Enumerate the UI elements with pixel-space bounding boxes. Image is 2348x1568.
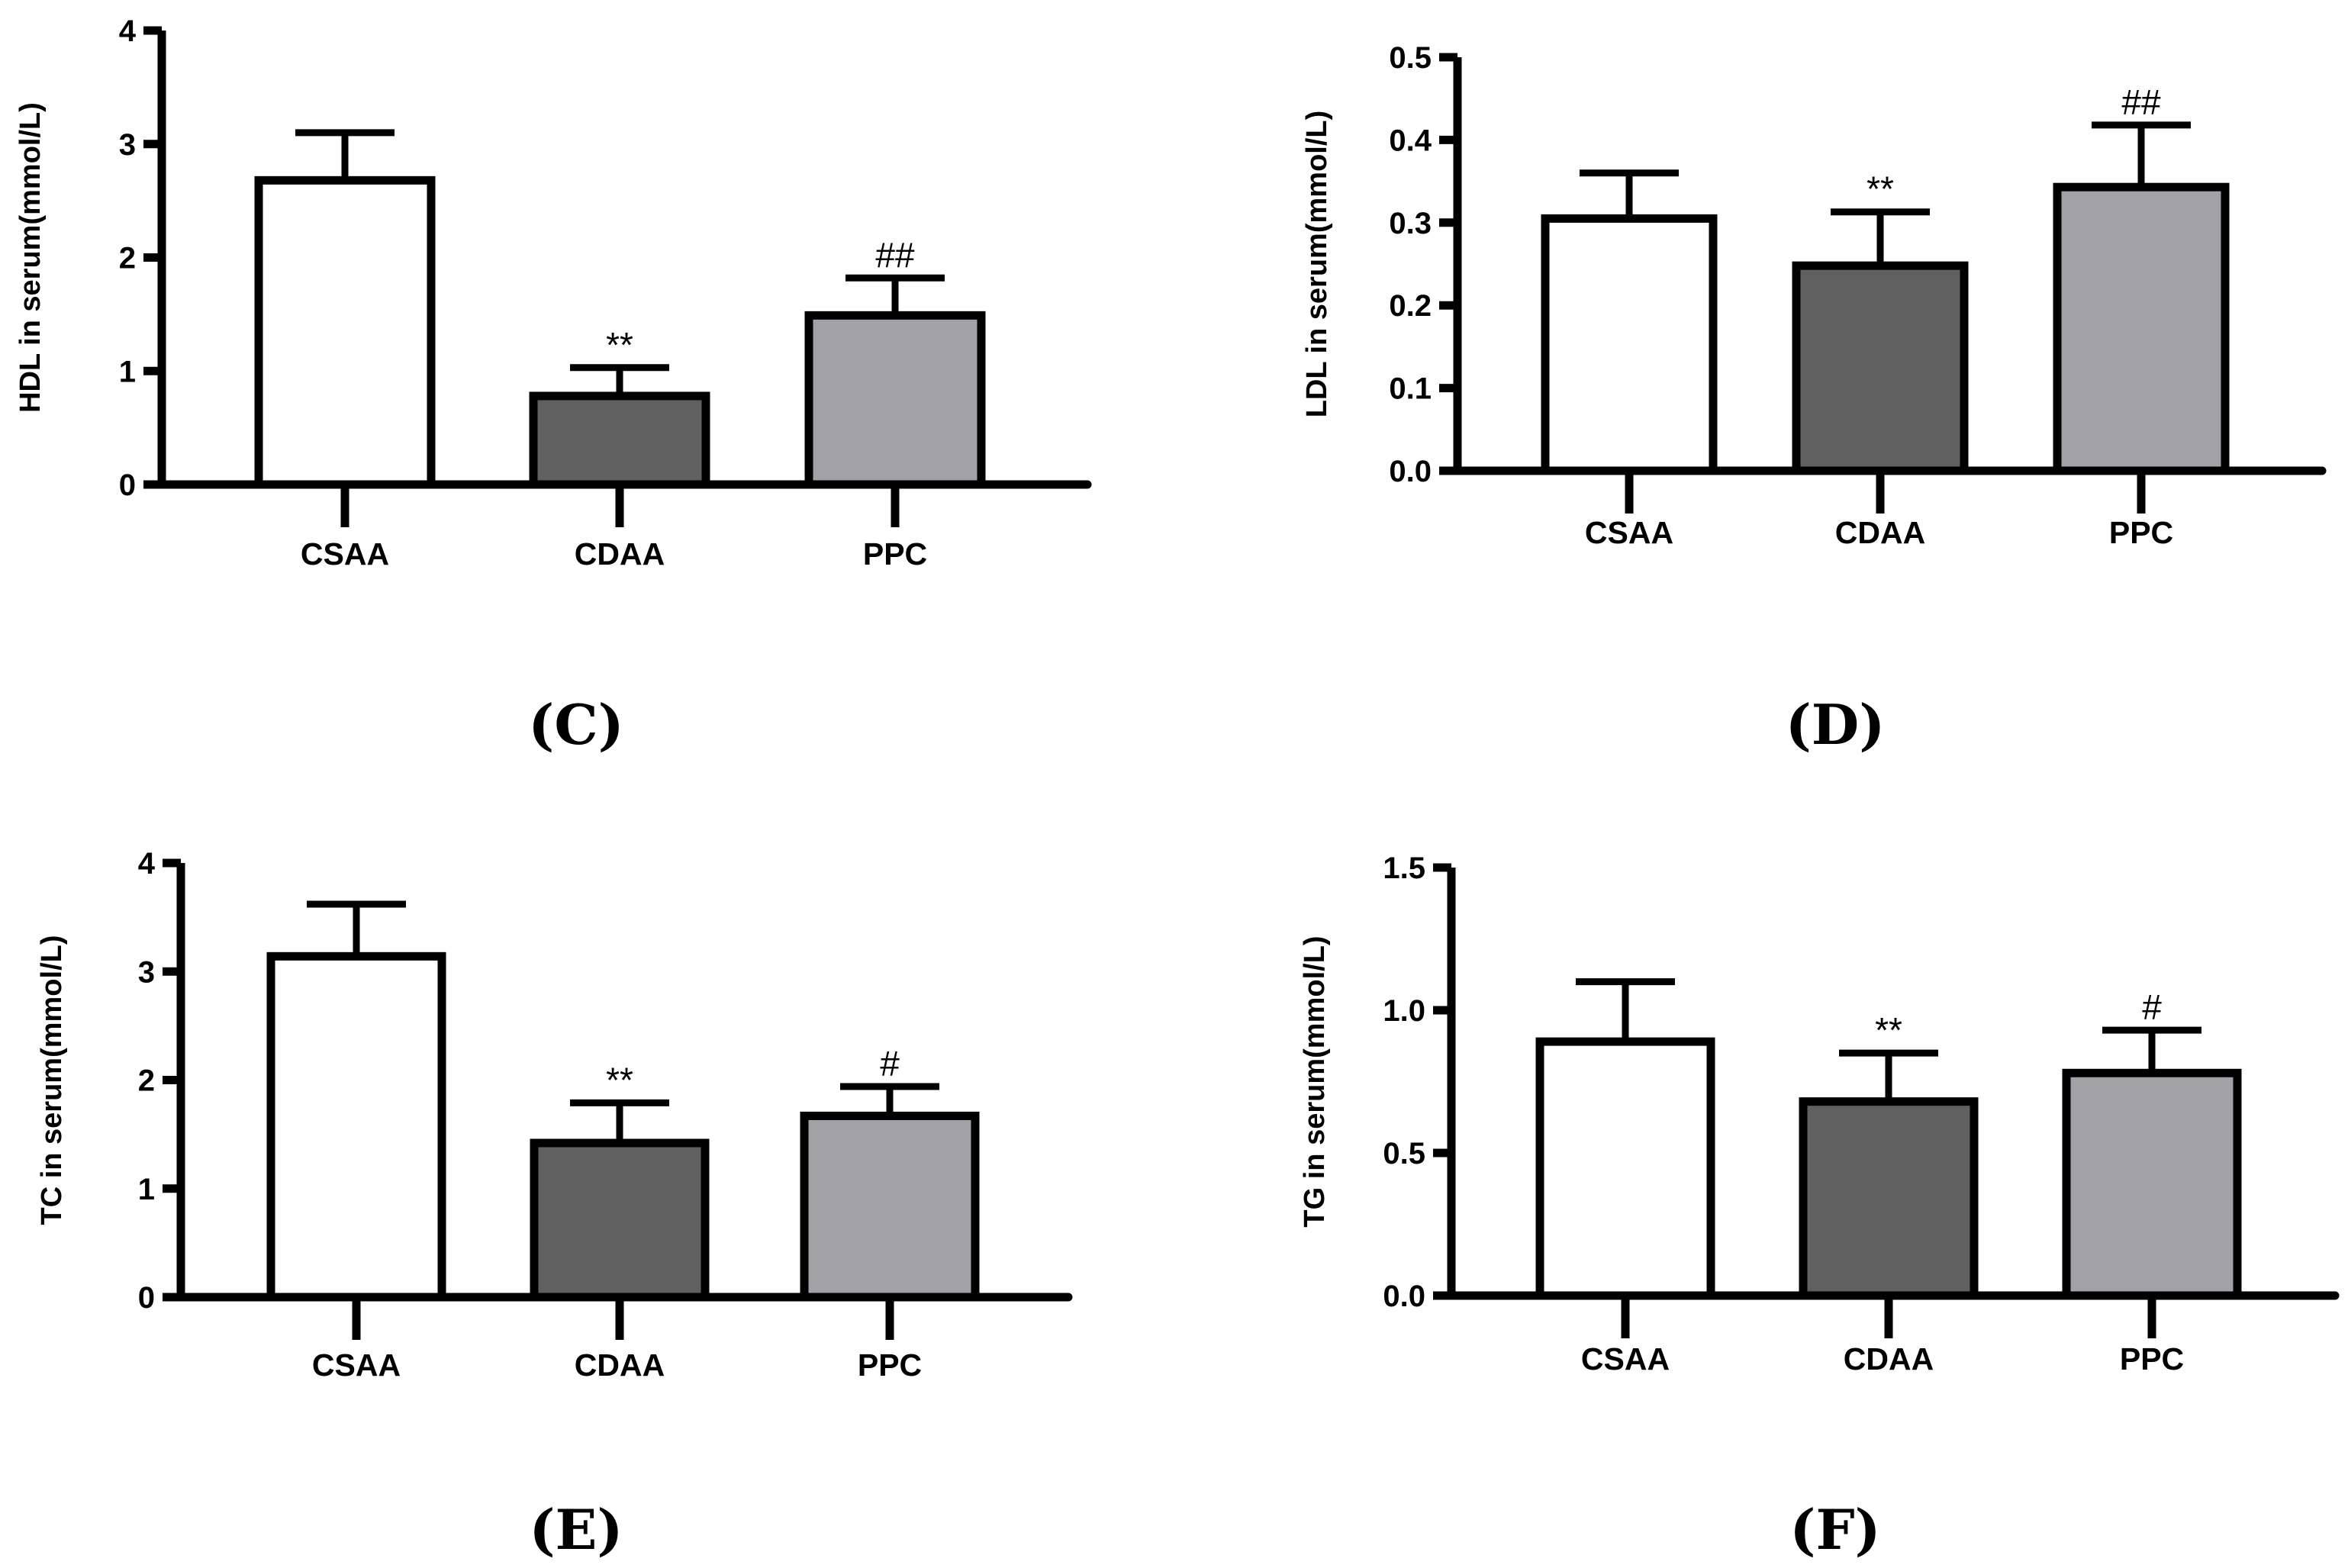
x-tick-label: CSAA: [1581, 1341, 1670, 1376]
y-axis-label: TG in serum(mmol/L): [1299, 935, 1331, 1227]
y-axis-label: LDL in serum(mmol/L): [1301, 111, 1333, 418]
y-tick-label: 0.0: [1383, 1280, 1425, 1313]
bar-ppc: [800, 1111, 980, 1302]
y-axis-label: TC in serum(mmol/L): [36, 935, 68, 1225]
significance-marker: **: [606, 325, 633, 365]
bar-ppc: [804, 311, 986, 489]
significance-marker: ##: [2121, 82, 2161, 122]
significance-marker: #: [2142, 987, 2162, 1027]
chart-panel-4: 0.0 0.5 1.0 1.5 TG in serum(mmol/L) CSAA ** CDA…: [1299, 852, 2340, 1562]
y-tick-label: 0.0: [1389, 455, 1432, 488]
panel-label: (E): [529, 1497, 623, 1562]
bar-csaa: [254, 175, 436, 489]
chart-panel-1: 0 1 2 3 4 HDL in serum(mmol/L) CSAA ** CDAA ## PPC…: [14, 14, 1092, 757]
y-tick-label: 3: [119, 128, 136, 162]
bar-cdaa: [1792, 261, 1969, 475]
y-axis-label: HDL in serum(mmol/L): [14, 102, 47, 413]
y-tick-label: 4: [138, 847, 156, 881]
significance-marker: **: [606, 1060, 633, 1100]
y-tick-label: 1.0: [1383, 994, 1425, 1028]
y-tick-label: 4: [119, 14, 137, 48]
bar-csaa: [1541, 214, 1718, 475]
bar-cdaa: [1799, 1097, 1979, 1300]
bar-ppc: [2053, 182, 2230, 475]
x-tick-label: PPC: [2120, 1341, 2184, 1376]
x-tick-label: PPC: [863, 536, 927, 571]
y-tick-label: 0.2: [1389, 289, 1432, 323]
y-tick-label: 1: [119, 355, 136, 388]
bar-csaa: [1535, 1037, 1715, 1300]
panel-label: (F): [1789, 1497, 1880, 1562]
y-tick-label: 0.3: [1389, 207, 1432, 240]
x-tick-label: PPC: [858, 1347, 922, 1383]
significance-marker: ##: [875, 235, 915, 275]
significance-marker: #: [880, 1044, 900, 1083]
y-tick-label: 1.5: [1383, 852, 1425, 885]
panel-label: (D): [1786, 692, 1886, 757]
panel-label: (C): [528, 692, 623, 757]
significance-marker: **: [1866, 169, 1894, 209]
x-tick-label: CSAA: [312, 1347, 401, 1383]
x-tick-label: CDAA: [1844, 1341, 1934, 1376]
chart-panel-2: 0.0 0.1 0.2 0.3 0.4 0.5 LDL in serum(mmol/L) CS…: [1301, 41, 2327, 757]
y-tick-label: 0.4: [1389, 124, 1432, 157]
x-tick-label: CSAA: [301, 536, 389, 571]
y-tick-label: 3: [138, 955, 155, 989]
x-tick-label: PPC: [2109, 515, 2173, 550]
y-tick-label: 1: [138, 1173, 155, 1206]
y-tick-label: 0: [138, 1281, 155, 1315]
bar-ppc: [2062, 1068, 2242, 1300]
significance-marker: **: [1875, 1010, 1902, 1050]
x-tick-label: CDAA: [575, 536, 665, 571]
bar-cdaa: [529, 391, 710, 489]
chart-panel-3: 0 1 2 3 4 TC in serum(mmol/L) CSAA ** CDAA # PPC (E…: [36, 847, 1073, 1562]
y-tick-label: 0.1: [1389, 372, 1432, 406]
y-tick-label: 0: [119, 468, 136, 502]
x-tick-label: CDAA: [1835, 515, 1925, 550]
x-tick-label: CSAA: [1585, 515, 1673, 550]
x-tick-label: CDAA: [575, 1347, 665, 1383]
y-tick-label: 2: [138, 1064, 155, 1098]
y-tick-label: 0.5: [1383, 1137, 1425, 1170]
bar-csaa: [266, 951, 446, 1302]
y-tick-label: 0.5: [1389, 41, 1432, 75]
bar-cdaa: [530, 1138, 710, 1302]
y-tick-label: 2: [119, 242, 136, 275]
